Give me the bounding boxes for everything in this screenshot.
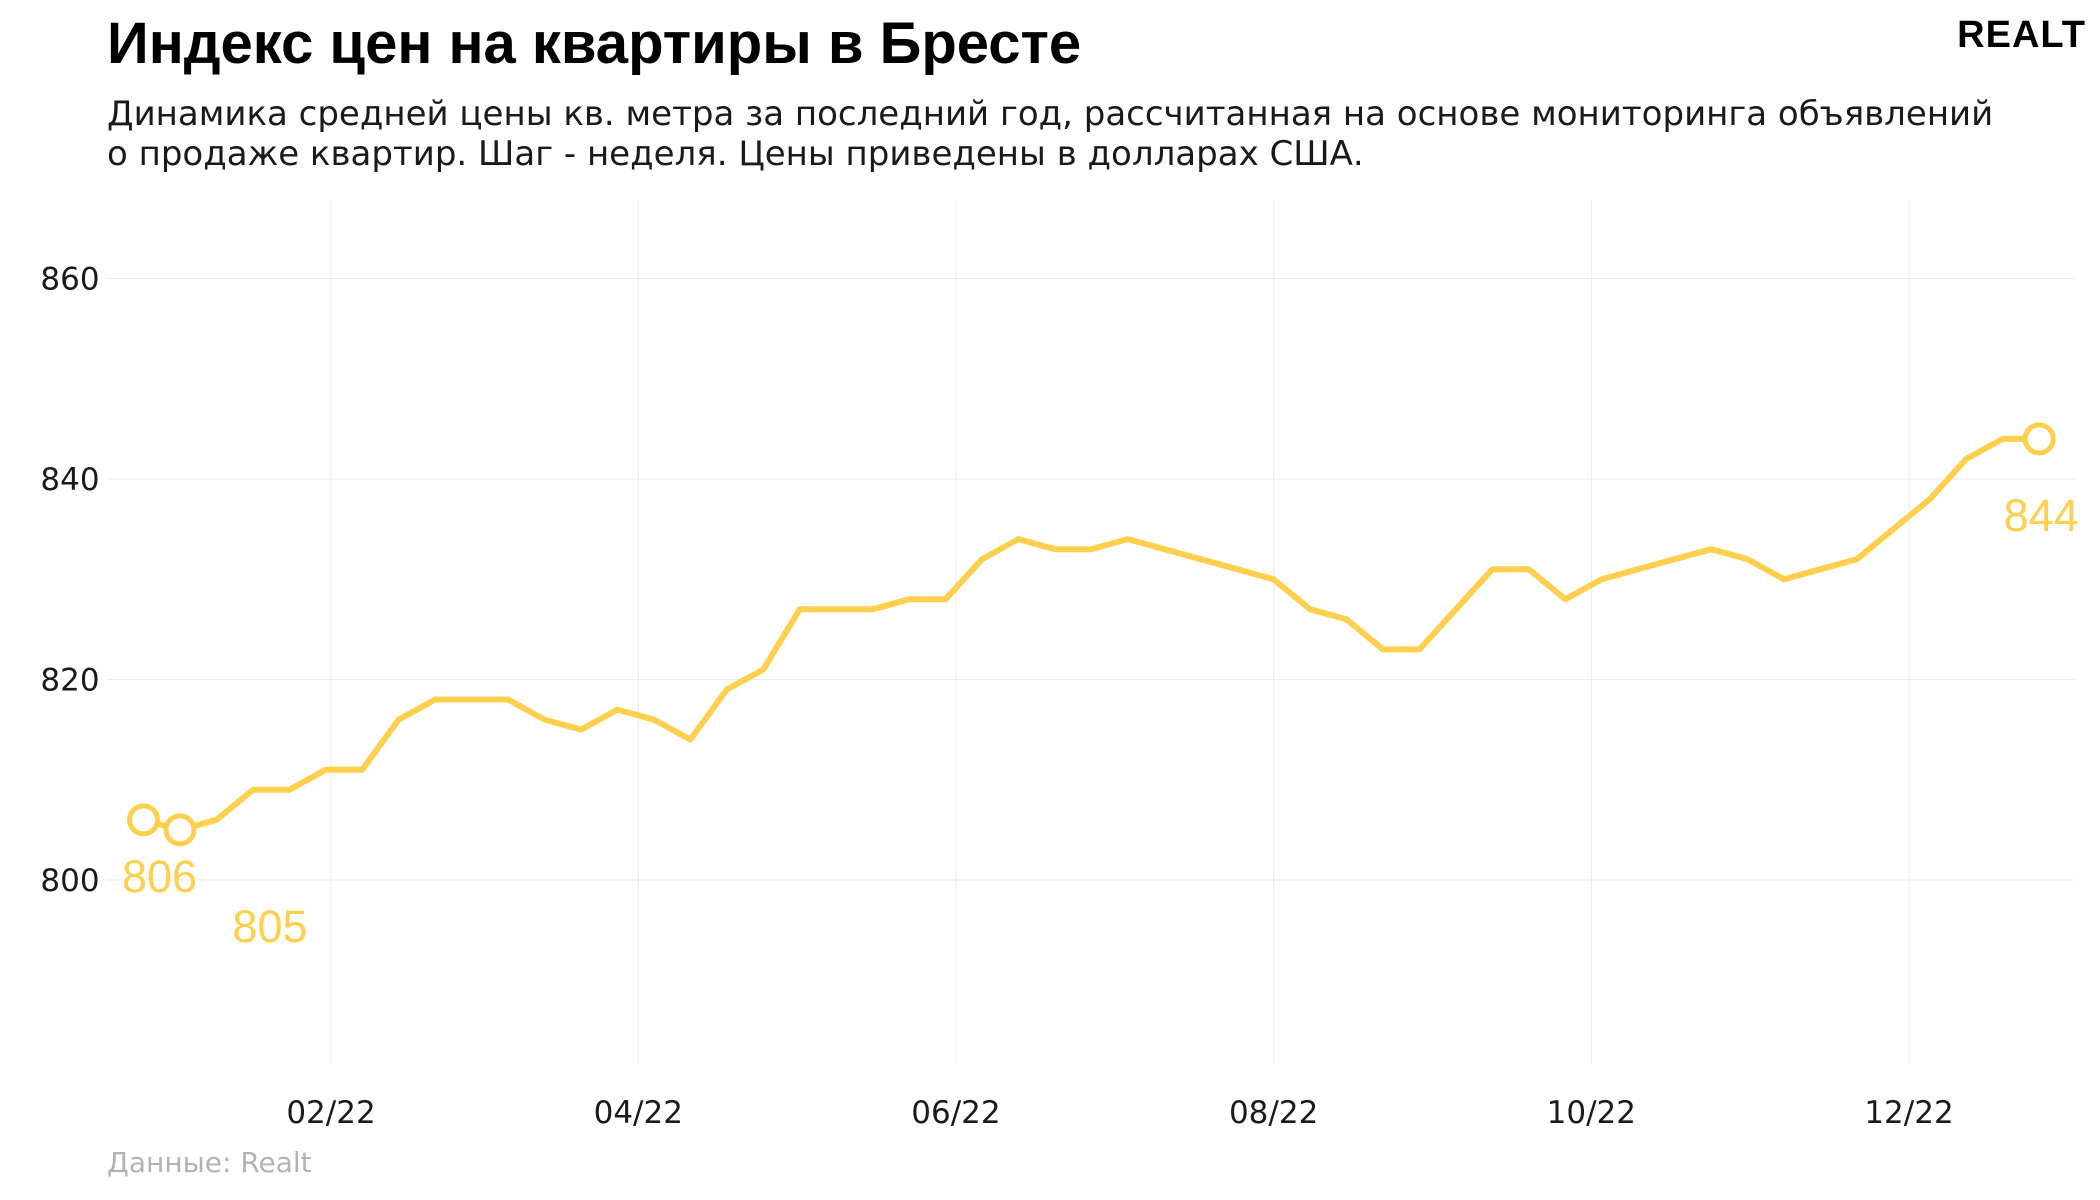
x-tick-label: 10/22 [1547, 1095, 1636, 1131]
chart-title: Индекс цен на квартиры в Бресте [107, 11, 1082, 76]
y-tick-label: 840 [40, 462, 99, 498]
x-tick-label: 04/22 [594, 1095, 683, 1131]
highlight-point [2022, 422, 2056, 456]
series-layer [140, 435, 2043, 833]
x-tick-label: 12/22 [1864, 1095, 1953, 1131]
y-tick-label: 800 [40, 863, 99, 899]
y-tick-label: 860 [40, 262, 99, 298]
data-label: 844 [2004, 490, 2079, 541]
data-label: 806 [122, 851, 197, 902]
grid-lines [107, 200, 2075, 1065]
price-line [140, 435, 2043, 833]
x-tick-label: 06/22 [911, 1095, 1000, 1131]
realt-logo: REALT [1957, 14, 2086, 56]
x-axis: 02/22 04/22 06/22 08/22 10/22 12/22 [286, 1095, 1953, 1131]
data-source: Данные: Realt [107, 1146, 312, 1179]
data-label: 805 [232, 901, 307, 952]
x-tick-label: 08/22 [1229, 1095, 1318, 1131]
highlight-point [127, 803, 161, 837]
chart-subtitle: Динамика средней цены кв. метра за после… [107, 94, 1994, 174]
annotations: 806 805 844 [122, 422, 2079, 952]
x-tick-label: 02/22 [286, 1095, 375, 1131]
y-axis: 800 820 840 860 [40, 262, 99, 900]
highlight-point [163, 813, 197, 847]
y-tick-label: 820 [40, 663, 99, 699]
